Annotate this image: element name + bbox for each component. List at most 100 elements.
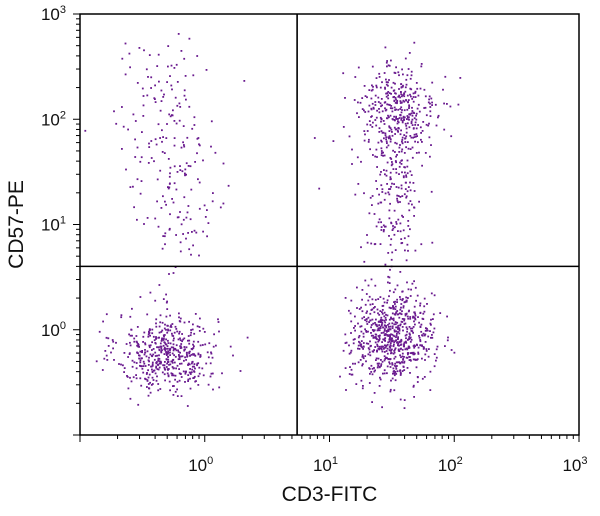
data-point	[394, 128, 397, 131]
data-point	[197, 375, 200, 378]
data-point	[431, 101, 433, 104]
data-point	[167, 369, 169, 371]
data-point	[392, 308, 395, 310]
data-point	[415, 118, 418, 121]
data-point	[182, 338, 184, 341]
data-point	[151, 368, 153, 371]
data-point	[339, 375, 341, 378]
data-point	[151, 349, 153, 351]
data-point	[388, 318, 391, 321]
data-point	[375, 180, 377, 182]
data-point	[416, 358, 419, 361]
data-point	[400, 313, 403, 316]
data-points	[84, 33, 462, 409]
data-point	[171, 88, 173, 91]
data-point	[409, 295, 412, 297]
data-point	[386, 301, 388, 304]
data-point	[124, 42, 127, 45]
data-point	[180, 362, 183, 365]
data-point	[168, 175, 171, 178]
data-point	[424, 152, 427, 154]
data-point	[164, 323, 166, 326]
data-point	[407, 101, 409, 104]
data-point	[366, 323, 369, 325]
data-point	[383, 324, 386, 327]
data-point	[187, 380, 189, 382]
data-point	[362, 332, 365, 335]
data-point	[403, 116, 406, 119]
data-point	[389, 104, 391, 106]
data-point	[373, 213, 376, 215]
data-point	[423, 376, 426, 378]
data-point	[210, 351, 212, 354]
data-point	[376, 156, 378, 158]
data-point	[401, 138, 404, 141]
quadrant-gates	[80, 14, 579, 435]
data-point	[415, 135, 417, 138]
data-point	[404, 322, 407, 325]
data-point	[146, 380, 149, 382]
data-point	[155, 143, 158, 146]
data-point	[390, 349, 392, 352]
data-point	[408, 126, 411, 129]
data-point	[400, 306, 402, 309]
data-point	[389, 188, 392, 190]
data-point	[404, 90, 407, 93]
data-point	[409, 356, 411, 358]
data-point	[390, 59, 392, 62]
data-point	[368, 382, 371, 384]
data-point	[397, 95, 400, 98]
data-point	[160, 331, 163, 333]
data-point	[367, 347, 370, 349]
data-point	[147, 394, 150, 397]
data-point	[395, 98, 397, 101]
data-point	[191, 360, 194, 363]
data-point	[433, 327, 436, 330]
data-point	[147, 376, 150, 379]
data-point	[208, 342, 211, 345]
data-point	[207, 222, 210, 224]
data-point	[157, 123, 160, 126]
data-point	[407, 118, 410, 121]
data-point	[84, 129, 87, 132]
data-point	[190, 371, 193, 374]
data-point	[389, 107, 392, 110]
data-point	[393, 349, 396, 352]
data-point	[400, 338, 403, 341]
data-point	[363, 139, 366, 142]
data-point	[351, 148, 353, 151]
data-point	[405, 127, 408, 130]
data-point	[412, 345, 415, 347]
data-point	[406, 108, 409, 111]
data-point	[422, 346, 425, 348]
data-point	[403, 95, 406, 98]
data-point	[179, 165, 181, 167]
data-point	[414, 92, 417, 94]
data-point	[126, 375, 128, 377]
data-point	[172, 339, 175, 342]
data-point	[415, 299, 417, 302]
data-point	[416, 376, 419, 378]
data-point	[157, 225, 160, 228]
data-point	[395, 168, 397, 170]
data-point	[164, 343, 167, 345]
data-point	[410, 174, 413, 176]
data-point	[420, 330, 423, 333]
data-point	[165, 293, 167, 296]
data-point	[122, 125, 125, 128]
data-point	[403, 343, 405, 345]
data-point	[349, 312, 352, 315]
data-point	[129, 376, 131, 379]
data-point	[369, 345, 372, 348]
data-point	[358, 335, 361, 337]
data-point	[360, 306, 362, 309]
data-point	[446, 315, 448, 318]
data-point	[357, 361, 360, 364]
data-point	[378, 76, 381, 78]
data-point	[145, 373, 148, 375]
data-point	[370, 334, 373, 337]
data-point	[140, 384, 143, 387]
data-point	[198, 366, 201, 369]
data-point	[410, 112, 413, 115]
data-point	[393, 313, 396, 316]
